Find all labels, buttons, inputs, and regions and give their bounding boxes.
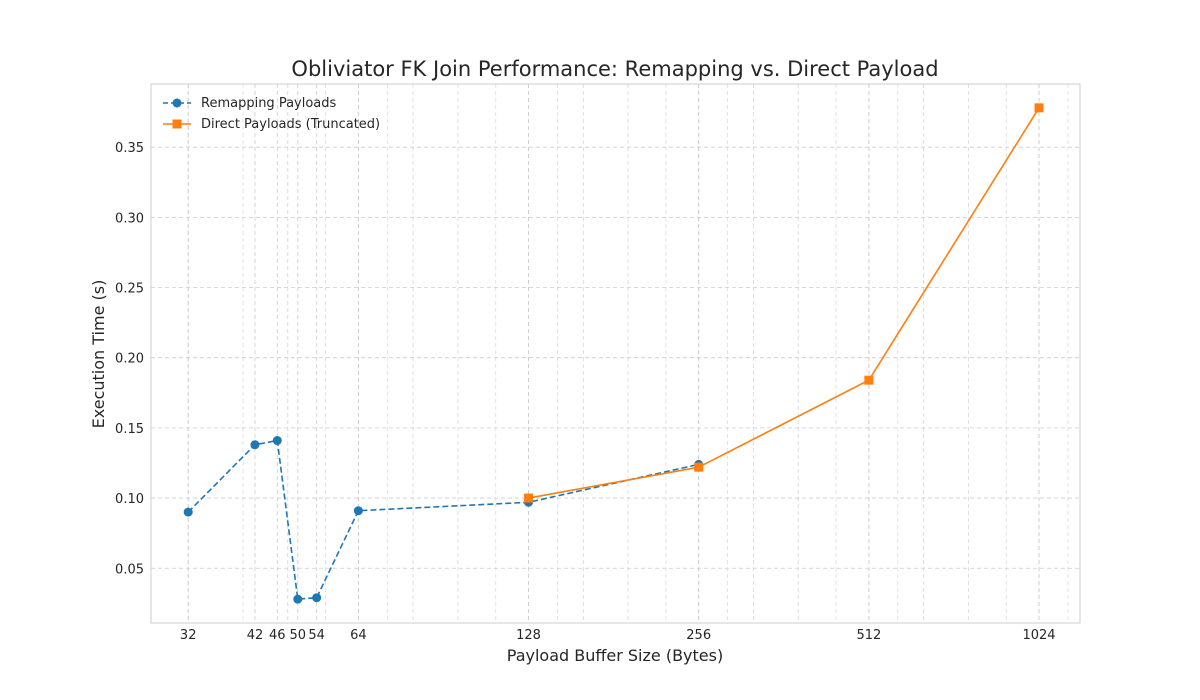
chart-title: Obliviator FK Join Performance: Remappin… [291,57,938,81]
y-tick-label: 0.05 [115,562,144,577]
data-point [694,462,704,472]
data-point [312,593,322,603]
y-tick-label: 0.25 [115,282,144,297]
legend-marker-direct [172,119,182,129]
x-tick-label: 256 [686,628,711,643]
x-tick-label: 1024 [1022,628,1055,643]
x-axis-ticks: 32 42 46 50 54 64 128 256 512 1024 [180,628,1056,643]
legend-label-remapping: Remapping Payloads [201,96,337,111]
x-tick-label: 54 [308,628,325,643]
data-point [864,375,874,385]
data-point [250,440,260,450]
x-tick-label: 512 [856,628,881,643]
data-point [1034,103,1044,113]
grid-lines [151,84,1080,623]
x-tick-label: 50 [289,628,306,643]
legend-label-direct: Direct Payloads (Truncated) [201,117,380,132]
data-point [353,506,363,516]
y-tick-label: 0.15 [115,422,144,437]
x-axis-label: Payload Buffer Size (Bytes) [507,646,723,665]
series-layer [183,103,1044,604]
x-tick-label: 64 [350,628,367,643]
y-tick-label: 0.20 [115,352,144,367]
data-point [183,507,193,517]
y-axis-ticks: 0.05 0.10 0.15 0.20 0.25 0.30 0.35 [115,141,144,577]
legend: Remapping Payloads Direct Payloads (Trun… [163,96,380,132]
y-tick-label: 0.30 [115,211,144,226]
data-point [272,436,282,446]
data-point [293,594,303,604]
y-tick-label: 0.10 [115,492,144,507]
data-point [524,493,534,503]
series-line-0 [187,439,699,600]
y-tick-label: 0.35 [115,141,144,156]
x-tick-label: 46 [269,628,286,643]
legend-marker-remapping [172,98,182,108]
x-tick-label: 32 [180,628,197,643]
x-tick-label: 42 [247,628,264,643]
x-tick-label: 128 [516,628,541,643]
y-axis-label: Execution Time (s) [89,280,108,429]
series-line-1 [528,107,1040,499]
plot-area-frame [150,83,1081,624]
